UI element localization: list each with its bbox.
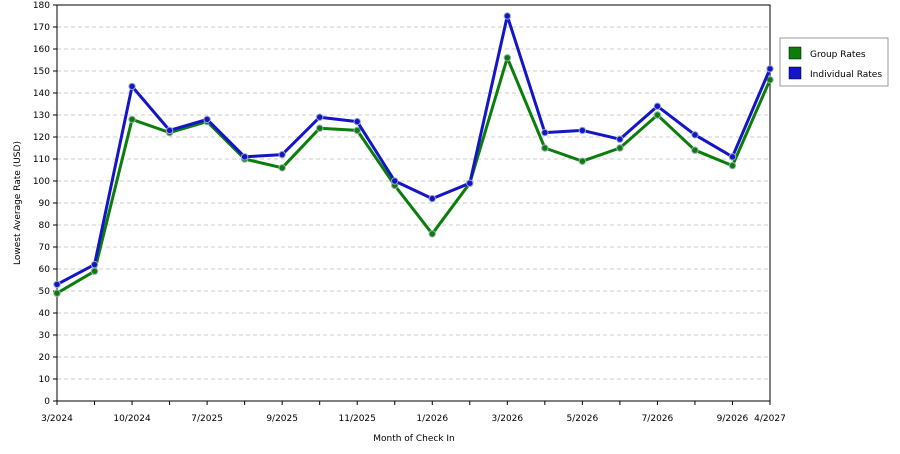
x-tick-label: 3/2026	[491, 414, 523, 424]
y-tick-label: 100	[33, 177, 50, 187]
x-tick-label: 7/2026	[642, 414, 674, 424]
data-point	[428, 194, 436, 203]
data-point	[616, 135, 624, 143]
data-point	[728, 153, 737, 161]
data-point	[691, 146, 699, 154]
data-point	[728, 161, 737, 170]
data-point	[616, 144, 624, 152]
y-tick-label: 20	[39, 353, 51, 363]
series-line	[56, 14, 772, 286]
y-tick-label: 90	[39, 199, 51, 209]
y-tick-label: 170	[33, 23, 50, 33]
data-point	[315, 124, 324, 132]
data-point	[278, 164, 286, 172]
x-tick-label: 10/2024	[113, 414, 151, 424]
data-point	[278, 150, 286, 159]
data-point	[165, 126, 174, 135]
y-tick-label: 70	[39, 243, 51, 253]
data-point	[90, 267, 99, 275]
data-point	[691, 131, 699, 139]
data-point	[541, 128, 549, 137]
y-tick-label: 160	[33, 45, 50, 55]
y-tick-label: 0	[44, 397, 50, 407]
data-point	[128, 82, 136, 91]
data-point	[53, 289, 61, 297]
data-point	[391, 177, 399, 185]
legend-swatch	[788, 46, 802, 60]
x-tick-label: 9/2025	[266, 414, 298, 424]
y-tick-label: 130	[33, 111, 50, 121]
legend-label: Individual Rates	[810, 70, 882, 80]
legend-label: Group Rates	[810, 50, 866, 60]
data-point	[653, 102, 662, 110]
x-tick-label: 9/2026	[717, 414, 749, 424]
data-point	[353, 117, 361, 126]
x-axis-title: Month of Check In	[373, 434, 455, 444]
y-tick-label: 10	[39, 375, 51, 385]
data-point	[128, 115, 136, 124]
y-tick-label: 120	[33, 133, 50, 143]
data-point	[353, 126, 361, 135]
data-point	[466, 179, 474, 187]
x-tick-label: 11/2025	[339, 414, 376, 424]
data-point	[766, 65, 774, 73]
y-tick-label: 30	[39, 331, 51, 341]
data-point	[315, 113, 324, 121]
x-tick-label: 7/2025	[191, 414, 223, 424]
y-tick-label: 60	[39, 265, 51, 275]
legend-swatch	[788, 66, 802, 80]
data-point	[53, 280, 61, 289]
y-axis-title: Lowest Average Rate (USD)	[13, 141, 23, 265]
y-tick-label: 180	[33, 1, 50, 11]
y-tick-label: 110	[33, 155, 50, 165]
data-point	[503, 54, 512, 62]
data-point	[203, 115, 211, 124]
x-tick-label: 5/2026	[567, 414, 599, 424]
data-point	[90, 260, 99, 269]
x-tick-label: 1/2026	[416, 414, 448, 424]
series-line	[56, 56, 772, 295]
y-tick-label: 140	[33, 89, 50, 99]
x-tick-label: 4/2027	[754, 414, 786, 424]
data-point	[503, 12, 512, 20]
y-tick-label: 150	[33, 67, 50, 77]
data-point	[428, 230, 436, 238]
y-tick-label: 40	[39, 309, 51, 319]
x-tick-label: 3/2024	[41, 414, 73, 424]
y-tick-label: 50	[39, 287, 51, 297]
plot-area	[57, 5, 770, 401]
data-point	[240, 153, 249, 161]
data-point	[578, 126, 587, 135]
y-tick-label: 80	[39, 221, 51, 231]
data-point	[541, 144, 549, 152]
data-point	[578, 157, 587, 165]
data-point	[653, 111, 662, 119]
plot-border	[56, 4, 771, 402]
